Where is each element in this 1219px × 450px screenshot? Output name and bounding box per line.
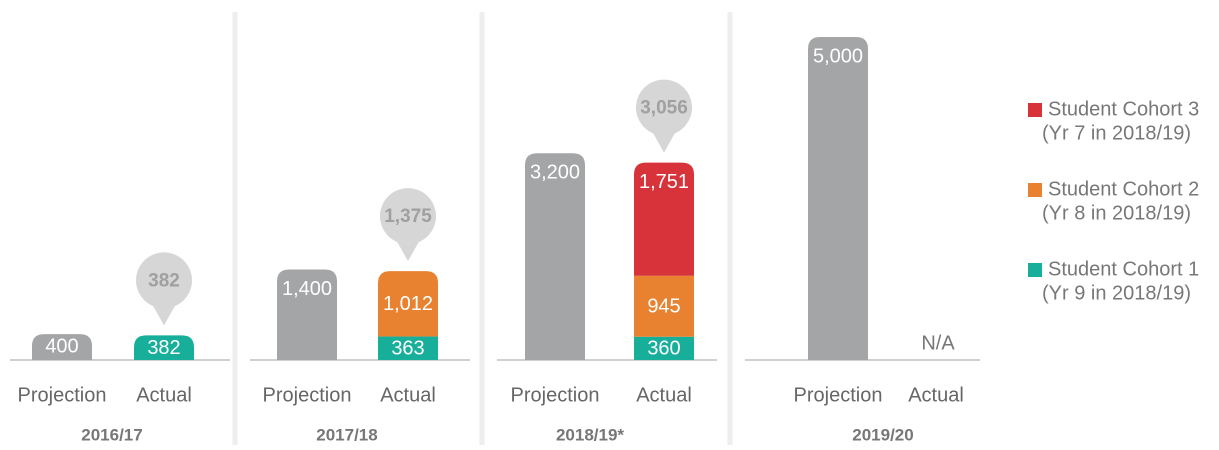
legend-swatch	[1028, 183, 1042, 197]
projection-bar	[32, 334, 92, 360]
total-bubble	[380, 188, 436, 245]
legend-name: Student Cohort 1	[1048, 258, 1199, 280]
bar-label: Projection	[263, 384, 352, 406]
projection-bar	[525, 153, 585, 360]
total-label: 3,056	[640, 98, 688, 119]
actual-segment	[634, 336, 694, 360]
projection-bar	[277, 269, 337, 360]
projection-value-label: 3,200	[530, 162, 580, 184]
actual-segment	[634, 162, 694, 276]
total-bubble	[136, 252, 192, 309]
actual-segment	[378, 336, 438, 360]
segment-value-label: 945	[647, 296, 680, 318]
bar-label: Projection	[511, 384, 600, 406]
projection-bar	[808, 37, 868, 360]
total-bubble	[636, 79, 692, 136]
bar-label: Projection	[18, 384, 107, 406]
group-label: 2016/17	[81, 425, 142, 444]
legend-note: (Yr 8 in 2018/19)	[1042, 202, 1191, 224]
segment-value-label: 1,751	[639, 171, 689, 193]
segment-value-label: 363	[391, 338, 424, 360]
total-label: 382	[148, 270, 180, 291]
legend-swatch	[1028, 263, 1042, 277]
legend-note: (Yr 9 in 2018/19)	[1042, 282, 1191, 304]
group-label: 2018/19*	[556, 425, 624, 444]
actual-segment	[134, 335, 194, 360]
legend-note: (Yr 7 in 2018/19)	[1042, 122, 1191, 144]
legend-name: Student Cohort 2	[1048, 178, 1199, 200]
actual-segment	[634, 275, 694, 337]
legend-swatch	[1028, 103, 1042, 117]
legend-name: Student Cohort 3	[1048, 98, 1199, 120]
missing-label: N/A	[921, 332, 955, 354]
actual-segment	[378, 271, 438, 337]
bar-label: Actual	[380, 384, 436, 406]
segment-value-label: 382	[147, 337, 180, 359]
bar-label: Actual	[636, 384, 692, 406]
group-label: 2019/20	[852, 425, 913, 444]
segment-value-label: 1,012	[383, 293, 433, 315]
group-label: 2017/18	[316, 425, 377, 444]
projection-value-label: 5,000	[813, 45, 863, 67]
projection-value-label: 400	[45, 335, 78, 357]
segment-value-label: 360	[647, 338, 680, 360]
total-label: 1,375	[384, 206, 432, 227]
bar-label: Actual	[136, 384, 192, 406]
projection-value-label: 1,400	[282, 278, 332, 300]
bar-label: Projection	[794, 384, 883, 406]
bar-label: Actual	[908, 384, 964, 406]
